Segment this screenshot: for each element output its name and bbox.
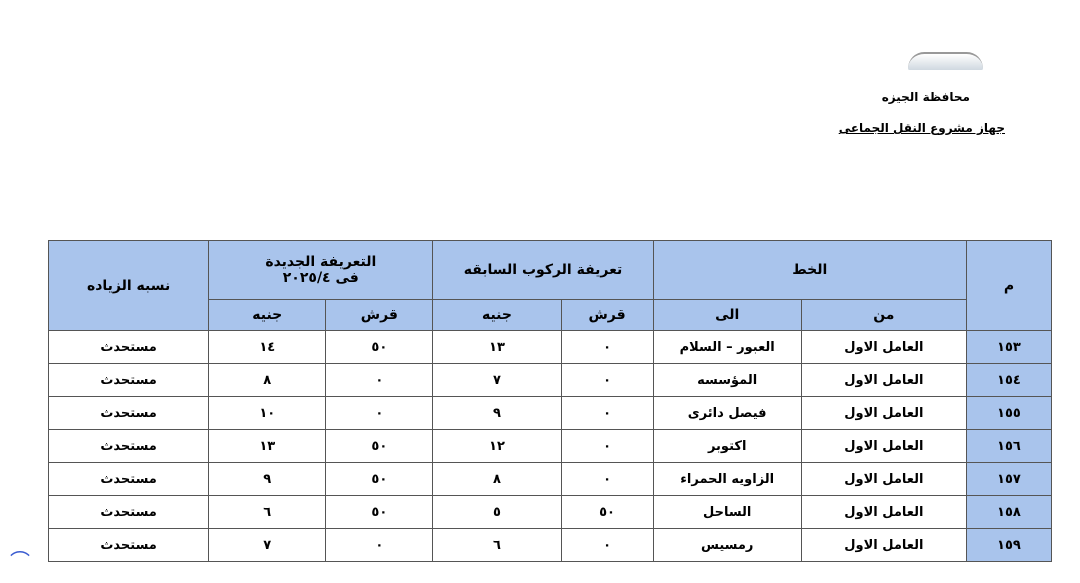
cell-prev-piaster: ٠	[560, 462, 654, 496]
header-new-pound: جنيه	[208, 299, 327, 331]
header-new-piaster: قرش	[325, 299, 434, 331]
table-row: ١٥٧ العامل الاول الزاويه الحمراء ٠ ٨ ٥٠ ٩ مستحد…	[47, 462, 1053, 496]
cell-new-pound: ١٠	[208, 396, 327, 430]
header-from: من	[800, 299, 967, 331]
cell-increase: مستحدث	[47, 396, 210, 430]
cell-new-piaster: ٠	[325, 396, 434, 430]
cell-to: الزاويه الحمراء	[652, 462, 802, 496]
cell-from: العامل الاول	[800, 396, 967, 430]
cell-increase: مستحدث	[47, 462, 210, 496]
cell-prev-pound: ١٣	[432, 330, 562, 364]
header-to: الى	[652, 299, 802, 331]
cell-prev-piaster: ٥٠	[560, 495, 654, 529]
handwritten-mark: ⌒	[10, 549, 30, 573]
cell-increase: مستحدث	[47, 528, 210, 562]
row-number: ١٥٧	[965, 462, 1053, 496]
agency-title: جهاز مشروع النقل الجماعى	[838, 121, 1005, 135]
new-fare-line2: فى ٢٠٢٥/٤	[282, 270, 359, 286]
cell-from: العامل الاول	[800, 462, 967, 496]
cell-new-pound: ٩	[208, 462, 327, 496]
cell-new-pound: ٨	[208, 363, 327, 397]
cell-prev-pound: ٧	[432, 363, 562, 397]
header-previous-fare: تعريفة الركوب السابقه	[432, 240, 654, 300]
table-row: ١٥٦ العامل الاول اكتوبر ٠ ١٢ ٥٠ ١٣ مستحدث	[47, 429, 1053, 463]
fare-table: م الخط تعريفة الركوب السابقه التعريفة ال…	[47, 240, 1053, 562]
table-row: ١٥٩ العامل الاول رمسيس ٠ ٦ ٠ ٧ مستحدث	[47, 528, 1053, 562]
cell-prev-pound: ٦	[432, 528, 562, 562]
cell-increase: مستحدث	[47, 330, 210, 364]
cell-new-piaster: ٥٠	[325, 495, 434, 529]
cell-to: فيصل دائرى	[652, 396, 802, 430]
header-prev-piaster: قرش	[560, 299, 654, 331]
cell-prev-pound: ٨	[432, 462, 562, 496]
cell-new-pound: ١٤	[208, 330, 327, 364]
cell-increase: مستحدث	[47, 363, 210, 397]
row-number: ١٥٨	[965, 495, 1053, 529]
header-no: م	[965, 240, 1053, 331]
cell-prev-pound: ٥	[432, 495, 562, 529]
cell-from: العامل الاول	[800, 495, 967, 529]
cell-from: العامل الاول	[800, 330, 967, 364]
cell-from: العامل الاول	[800, 528, 967, 562]
cell-to: اكتوبر	[652, 429, 802, 463]
row-number: ١٥٥	[965, 396, 1053, 430]
cell-from: العامل الاول	[800, 429, 967, 463]
cell-to: العبور – السلام	[652, 330, 802, 364]
table-row: ١٥٥ العامل الاول فيصل دائرى ٠ ٩ ٠ ١٠ مستحدث	[47, 396, 1053, 430]
row-number: ١٥٦	[965, 429, 1053, 463]
table-row: ١٥٣ العامل الاول العبور – السلام ٠ ١٣ ٥٠ ١٤ مست…	[47, 330, 1053, 364]
header-increase: نسبه الزياده	[47, 240, 210, 331]
cell-prev-pound: ٩	[432, 396, 562, 430]
governorate-title: محافظة الجيزه	[881, 90, 970, 104]
table-row: ١٥٨ العامل الاول الساحل ٥٠ ٥ ٥٠ ٦ مستحدث	[47, 495, 1053, 529]
cell-new-piaster: ٠	[325, 528, 434, 562]
cell-new-pound: ٦	[208, 495, 327, 529]
cell-prev-piaster: ٠	[560, 528, 654, 562]
cell-prev-pound: ١٢	[432, 429, 562, 463]
agency-logo	[908, 52, 983, 70]
cell-new-piaster: ٥٠	[325, 462, 434, 496]
cell-from: العامل الاول	[800, 363, 967, 397]
header-new-fare: التعريفة الجديدة فى ٢٠٢٥/٤	[208, 240, 434, 300]
cell-new-pound: ١٣	[208, 429, 327, 463]
table-row: ١٥٤ العامل الاول المؤسسه ٠ ٧ ٠ ٨ مستحدث	[47, 363, 1053, 397]
cell-prev-piaster: ٠	[560, 429, 654, 463]
header-prev-pound: جنيه	[432, 299, 562, 331]
cell-prev-piaster: ٠	[560, 363, 654, 397]
cell-to: الساحل	[652, 495, 802, 529]
cell-new-piaster: ٠	[325, 363, 434, 397]
cell-prev-piaster: ٠	[560, 330, 654, 364]
new-fare-line1: التعريفة الجديدة	[265, 254, 377, 270]
cell-increase: مستحدث	[47, 429, 210, 463]
cell-to: رمسيس	[652, 528, 802, 562]
cell-new-pound: ٧	[208, 528, 327, 562]
cell-to: المؤسسه	[652, 363, 802, 397]
header-line: الخط	[652, 240, 967, 300]
row-number: ١٥٩	[965, 528, 1053, 562]
cell-prev-piaster: ٠	[560, 396, 654, 430]
cell-increase: مستحدث	[47, 495, 210, 529]
row-number: ١٥٣	[965, 330, 1053, 364]
cell-new-piaster: ٥٠	[325, 330, 434, 364]
cell-new-piaster: ٥٠	[325, 429, 434, 463]
row-number: ١٥٤	[965, 363, 1053, 397]
